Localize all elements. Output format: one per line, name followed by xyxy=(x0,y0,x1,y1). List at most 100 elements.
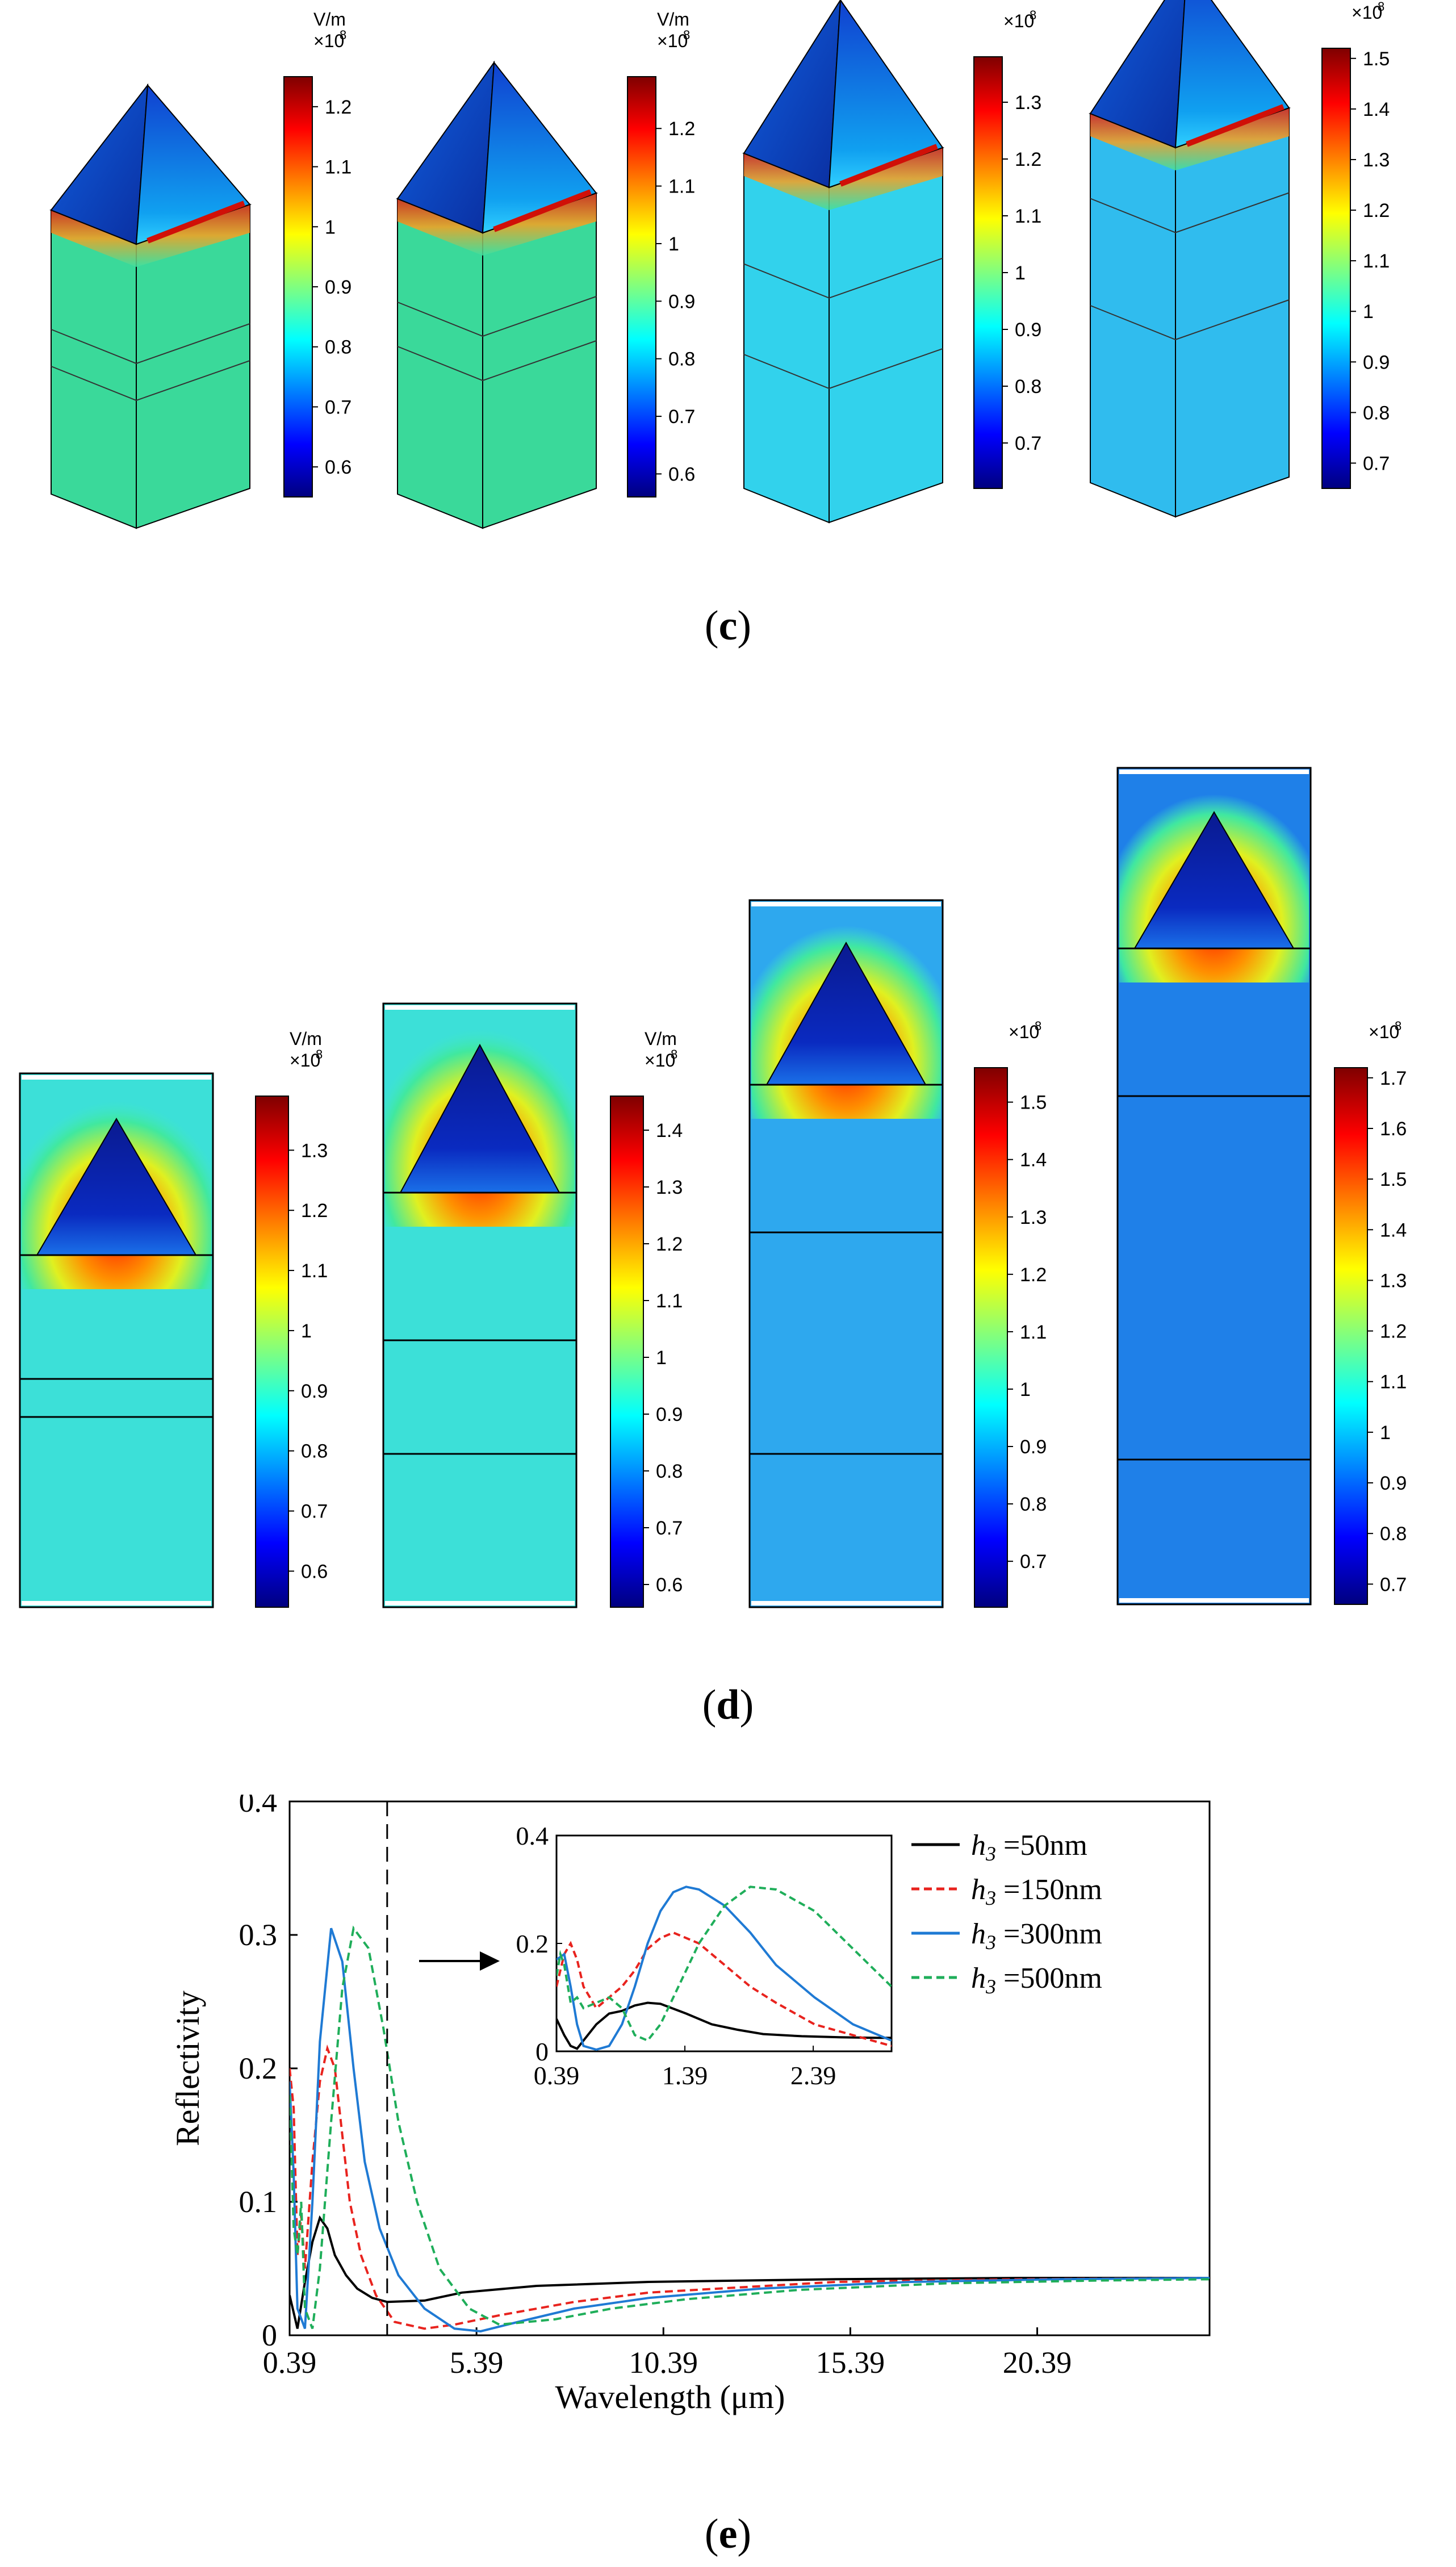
colorbar-exponent: ×10 xyxy=(645,1050,675,1071)
hot-band-right xyxy=(829,148,943,210)
chart-legend: h3 =50nm h3 =150nm h3 =300nm h3 =500nm xyxy=(911,1829,1102,1998)
y-tick-label: 0.2 xyxy=(239,2051,278,2085)
bottom-gap xyxy=(751,1601,941,1606)
colorbar-tick-label: 0.7 xyxy=(1363,453,1390,474)
panel-d-label: (d) xyxy=(702,1682,754,1728)
colorbar-tick-label: 0.9 xyxy=(301,1381,328,1402)
panel-c: V/m ×10 8 1.2 1.1 1 0.9 0.8 0.7 0.6 V/m ×10 8 1.2 1.1 1… xyxy=(0,0,1456,727)
legend-label: h3 =50nm xyxy=(971,1829,1087,1865)
colorbar-exponent-power: 8 xyxy=(316,1047,323,1061)
colorbar-tick-label: 1.1 xyxy=(1020,1322,1047,1343)
colorbar-tick-label: 1 xyxy=(1380,1422,1391,1444)
y-tick-label: 0.1 xyxy=(239,2185,278,2219)
colorbar-tick-label: 1 xyxy=(668,233,679,255)
colorbar-exponent: ×10 xyxy=(1369,1022,1399,1042)
colorbar-gradient xyxy=(627,76,656,497)
hot-band-right xyxy=(483,193,596,256)
colorbar-tick-label: 0.9 xyxy=(325,277,352,298)
layer-boundary xyxy=(51,360,250,402)
colorbar-tick-label: 1.5 xyxy=(1380,1169,1407,1190)
colorbar-unit: V/m xyxy=(290,1029,322,1049)
panel-d-colorbar-1: V/m×108 1.3 1.2 1.1 1 0.9 0.8 0.7 0.6 xyxy=(255,1029,328,1608)
panel-e-label: (e) xyxy=(704,2511,752,2557)
colorbar-exponent: ×10 xyxy=(657,31,688,51)
panel-d-cell-3: ×108 1.5 1.4 1.3 1.2 1.1 1 0.9 0.8 0.7 xyxy=(748,892,1047,1608)
colorbar-tick-label: 1.2 xyxy=(1363,200,1390,221)
colorbar-tick-label: 1.1 xyxy=(1380,1372,1407,1393)
colorbar-tick-label: 1.1 xyxy=(656,1290,683,1312)
colorbar-tick-label: 1 xyxy=(1363,301,1374,323)
inset-series-line-2 xyxy=(557,1931,892,2047)
colorbar-tick-label: 1.4 xyxy=(1363,99,1390,120)
colorbar-exponent-power: 8 xyxy=(683,28,690,42)
colorbar-tick-label: 0.8 xyxy=(325,337,352,358)
panel-e: 0 0.1 0.2 0.3 0.4 0.39 5.39 10.39 15.39 20.39 Ref… xyxy=(0,1784,1456,2567)
colorbar-tick-label: 0.8 xyxy=(1020,1494,1047,1515)
colorbar-tick-label: 1.3 xyxy=(1020,1207,1047,1228)
pyramid-edge-hotspot xyxy=(493,189,592,232)
legend-entry-3: h3 =300nm xyxy=(911,1918,1102,1954)
colorbar-tick-label: 0.7 xyxy=(325,396,352,418)
colorbar-tick-label: 1.2 xyxy=(325,97,352,118)
colorbar-tick-label: 0.8 xyxy=(656,1461,683,1482)
colorbar-tick-label: 1.1 xyxy=(668,176,695,198)
layer-boundary xyxy=(51,323,250,365)
colorbar-gradient xyxy=(610,1096,644,1608)
colorbar-tick-label: 1.3 xyxy=(301,1140,328,1161)
colorbar-tick-label: 1.3 xyxy=(1015,92,1041,114)
colorbar-unit: V/m xyxy=(313,9,346,30)
panel-d: V/m ×10 8 1.3 1.2 1.1 1 0.9 0.8 0.7 0.6 V/m ×10 8 1.4 1… xyxy=(0,727,1456,1795)
colorbar-tick-label: 0.6 xyxy=(301,1561,328,1582)
inset-series-line-1 xyxy=(557,2001,892,2050)
pyramid-edge-hotspot xyxy=(1186,104,1285,147)
hot-band-left xyxy=(1090,114,1175,170)
colorbar-gradient xyxy=(974,1067,1008,1608)
panel-d-colorbar-3: ×108 1.5 1.4 1.3 1.2 1.1 1 0.9 0.8 0.7 xyxy=(974,1019,1047,1608)
legend-entry-4: h3 =500nm xyxy=(911,1962,1102,1998)
block-left-face xyxy=(1090,112,1176,518)
colorbar-unit: V/m xyxy=(645,1029,677,1049)
panel-d-colorbar-4: ×108 1.7 1.6 1.5 1.4 1.3 1.2 1.1 1 0.9 0.8 0.7 xyxy=(1334,1019,1407,1605)
x-tick-label: 20.39 xyxy=(1003,2346,1072,2380)
colorbar-exponent-power: 8 xyxy=(1035,1019,1041,1033)
colorbar-gradient xyxy=(1334,1067,1368,1605)
colorbar-tick-label: 1.3 xyxy=(1363,149,1390,171)
bottom-gap xyxy=(22,1601,211,1606)
pyramid-left-face xyxy=(743,0,841,189)
colorbar-tick-label: 1.1 xyxy=(1015,206,1041,227)
block-left-face xyxy=(743,152,830,524)
panel-c-cell-1: V/m×108 1.2 1.1 1 0.9 0.8 0.7 0.6 xyxy=(49,9,352,529)
inset-plot-frame xyxy=(555,1834,893,2052)
inset-y-tick-label: 0.2 xyxy=(516,1929,549,1958)
layer-boundary xyxy=(397,296,597,337)
colorbar-tick-label: 0.6 xyxy=(656,1574,683,1596)
colorbar-gradient xyxy=(973,56,1003,489)
panel-c-cell-2: V/m×108 1.2 1.1 1 0.9 0.8 0.7 0.6 xyxy=(396,9,695,529)
colorbar-exponent: ×10 xyxy=(290,1050,320,1071)
colorbar-tick-label: 1.2 xyxy=(1015,149,1041,170)
colorbar-tick-label: 0.9 xyxy=(668,291,695,312)
pyramid-edge-hotspot xyxy=(147,200,245,244)
reflectivity-chart: 0 0.1 0.2 0.3 0.4 0.39 5.39 10.39 15.39 20.39 Ref… xyxy=(169,1784,1211,2415)
colorbar-tick-label: 0.8 xyxy=(1380,1523,1407,1545)
colorbar-tick-label: 0.7 xyxy=(668,406,695,428)
colorbar-tick-label: 1 xyxy=(656,1347,667,1369)
panel-c-colorbar-3: ×108 1.3 1.2 1.1 1 0.9 0.8 0.7 xyxy=(973,8,1041,489)
colorbar-exponent-power: 8 xyxy=(1395,1019,1401,1033)
colorbar-tick-label: 1.4 xyxy=(1380,1219,1407,1241)
hot-band-left xyxy=(744,153,829,210)
hot-band-right xyxy=(136,204,250,267)
colorbar-tick-label: 0.6 xyxy=(668,463,695,485)
layer-boundary xyxy=(743,257,943,299)
x-axis-label: Wavelength (μm) xyxy=(555,2378,785,2415)
colorbar-unit: V/m xyxy=(657,9,689,30)
colorbar-tick-label: 0.7 xyxy=(1020,1551,1047,1573)
colorbar-tick-label: 0.8 xyxy=(1363,402,1390,424)
colorbar-tick-label: 0.9 xyxy=(1020,1436,1047,1458)
panel-c-cell-4: ×108 1.5 1.4 1.3 1.2 1.1 1 0.9 0.8 0.7 xyxy=(1089,0,1390,518)
series-line-2 xyxy=(290,2044,1210,2330)
colorbar-tick-label: 1.2 xyxy=(1020,1264,1047,1286)
colorbar-exponent-power: 8 xyxy=(671,1047,677,1061)
y-axis-label: Reflectivity xyxy=(169,1991,206,2146)
panel-d-cell-4: ×108 1.7 1.6 1.5 1.4 1.3 1.2 1.1 1 0.9 0.8 0.7 xyxy=(1116,761,1407,1606)
